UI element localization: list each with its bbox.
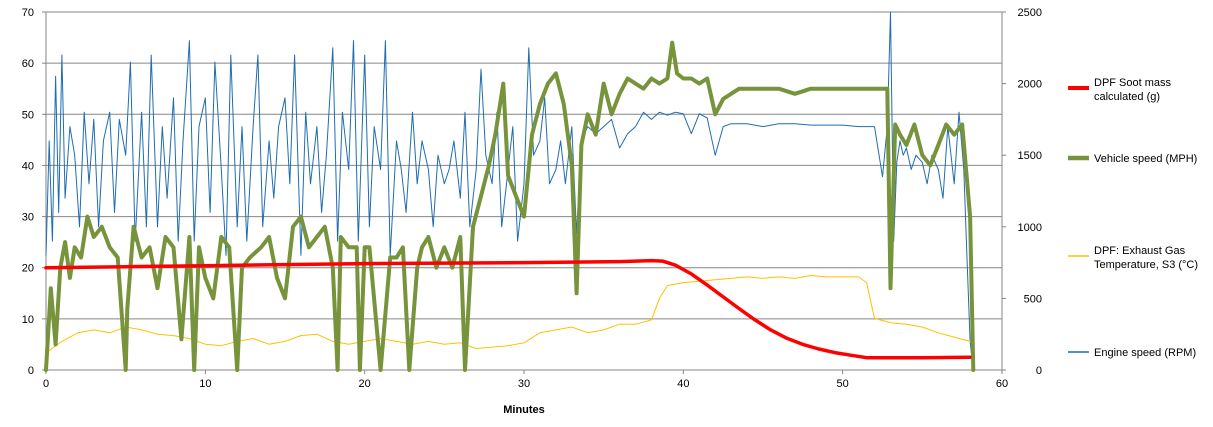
left-y-tick-label-5: 50: [22, 109, 34, 121]
series-line-0: [44, 258, 972, 360]
legend-label-0: DPF Soot mass calculated (g): [1094, 77, 1172, 103]
legend: DPF Soot mass calculated (g) Vehicle speed…: [1068, 77, 1198, 359]
left-y-tick-label-4: 40: [22, 160, 34, 172]
x-tick-label-6: 60: [996, 378, 1008, 390]
x-tick-label-1: 10: [199, 378, 211, 390]
x-tick-label-5: 50: [837, 378, 849, 390]
legend-label-1: Vehicle speed (MPH): [1094, 153, 1197, 165]
legend-label-2: DPF: Exhaust Gas Temperature, S3 (°C): [1094, 245, 1198, 271]
x-tick-label-3: 30: [518, 378, 530, 390]
x-tick-label-4: 40: [677, 378, 689, 390]
x-axis-title: Minutes: [503, 404, 545, 416]
left-y-tick-label-0: 0: [28, 365, 34, 377]
series-line-1: [44, 40, 976, 372]
right-y-tick-label-0: 0: [1036, 365, 1042, 377]
series-line-2: [45, 275, 971, 354]
legend-label-3: Engine speed (RPM): [1094, 347, 1196, 359]
tick-labels: 0 10 20 30 40 50 60 0 10 20 30 40 50 60 70 0 500 1000 1500…: [22, 7, 1042, 390]
series-layer: [44, 11, 976, 372]
gridlines: [46, 11, 1002, 371]
left-y-tick-label-2: 20: [22, 263, 34, 275]
right-y-tick-label-3: 1500: [1018, 150, 1042, 162]
right-y-tick-label-1: 500: [1024, 293, 1042, 305]
series-line-3: [45, 11, 974, 371]
right-y-tick-label-2: 1000: [1018, 222, 1042, 234]
left-y-tick-label-7: 70: [22, 7, 34, 19]
x-tick-label-2: 20: [359, 378, 371, 390]
right-y-tick-label-5: 2500: [1018, 7, 1042, 19]
left-y-tick-label-6: 60: [22, 58, 34, 70]
left-y-tick-label-1: 10: [22, 314, 34, 326]
left-y-tick-label-3: 30: [22, 212, 34, 224]
x-tick-label-0: 0: [43, 378, 49, 390]
axes: [42, 11, 1006, 374]
right-y-tick-label-4: 2000: [1018, 79, 1042, 91]
